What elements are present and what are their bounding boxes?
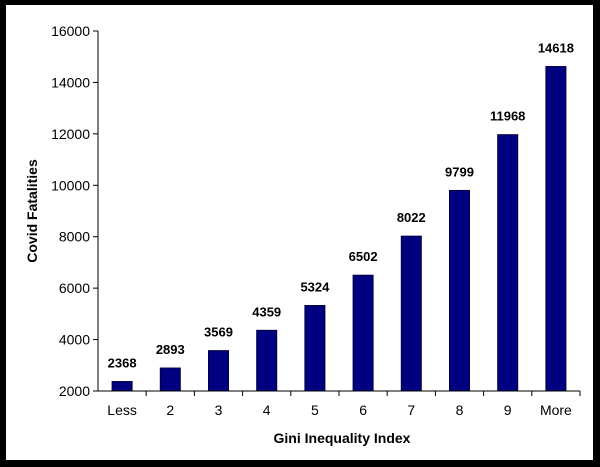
x-tick-label: More <box>540 402 572 418</box>
x-tick-label: Less <box>107 402 137 418</box>
data-label: 8022 <box>397 210 426 225</box>
bars <box>111 66 567 392</box>
bar <box>159 367 181 392</box>
y-tick-label: 14000 <box>51 74 90 90</box>
x-tick-label: 7 <box>407 402 415 418</box>
y-tick-label: 4000 <box>59 332 90 348</box>
y-tick-label: 8000 <box>59 229 90 245</box>
x-tick-label: 6 <box>359 402 367 418</box>
y-tick-label: 16000 <box>51 23 90 39</box>
data-label: 14618 <box>538 41 574 56</box>
data-label: 2368 <box>108 356 137 371</box>
y-axis-ticks: 2000 4000 6000 8000 10000 12000 14000 16000 <box>51 23 98 399</box>
data-label: 3569 <box>204 325 233 340</box>
data-label: 6502 <box>349 249 378 264</box>
data-labels: 2368 2893 3569 4359 5324 6502 8022 9799 11968 146… <box>108 41 574 371</box>
x-tick-label: 9 <box>504 402 512 418</box>
x-tick-label: 4 <box>263 402 271 418</box>
bar <box>352 274 374 392</box>
x-axis-ticks: Less 2 3 4 5 6 7 8 9 More <box>107 391 581 418</box>
y-tick-label: 2000 <box>59 383 90 399</box>
y-tick-label: 12000 <box>51 126 90 142</box>
bar <box>304 305 326 392</box>
bar <box>400 235 422 392</box>
x-tick-label: 5 <box>311 402 319 418</box>
data-label: 5324 <box>300 280 330 295</box>
bar <box>256 329 278 392</box>
data-label: 9799 <box>445 164 474 179</box>
bar <box>545 66 567 392</box>
y-tick-label: 6000 <box>59 280 90 296</box>
bar <box>111 381 133 392</box>
x-axis-label: Gini Inequality Index <box>274 430 411 446</box>
chart-frame <box>6 5 593 460</box>
data-label: 2893 <box>156 342 185 357</box>
data-label: 11968 <box>490 109 525 124</box>
x-tick-label: 2 <box>166 402 174 418</box>
y-tick-label: 10000 <box>51 177 90 193</box>
x-tick-label: 3 <box>215 402 223 418</box>
bar <box>449 189 470 392</box>
x-tick-label: 8 <box>456 402 464 418</box>
bar <box>497 134 519 392</box>
y-axis-label: Covid Fatalities <box>24 159 40 263</box>
bar <box>208 350 229 392</box>
data-label: 4359 <box>252 304 281 319</box>
